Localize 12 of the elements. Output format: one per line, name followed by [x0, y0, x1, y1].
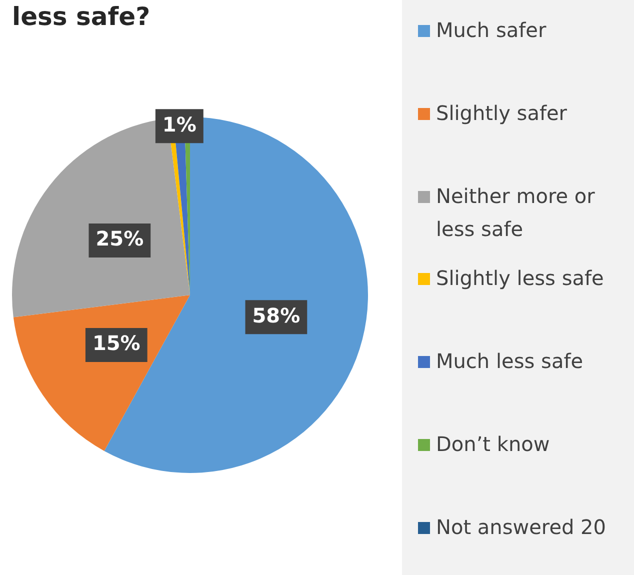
data-label: 58% — [252, 303, 300, 328]
data-label: 15% — [92, 331, 140, 356]
legend-label: Don’t know — [436, 431, 550, 458]
legend-label: Not answered 20 — [436, 514, 606, 541]
data-label: 25% — [96, 226, 144, 251]
legend-label: Much safer — [436, 17, 546, 44]
data-label: 1% — [162, 112, 196, 136]
chart-title: less safe? — [12, 2, 150, 31]
legend-label: Neither more or less safe — [436, 183, 596, 243]
legend-label: Slightly safer — [436, 100, 568, 127]
legend-label: Slightly less safe — [436, 265, 604, 292]
legend-label: Much less safe — [436, 348, 584, 375]
